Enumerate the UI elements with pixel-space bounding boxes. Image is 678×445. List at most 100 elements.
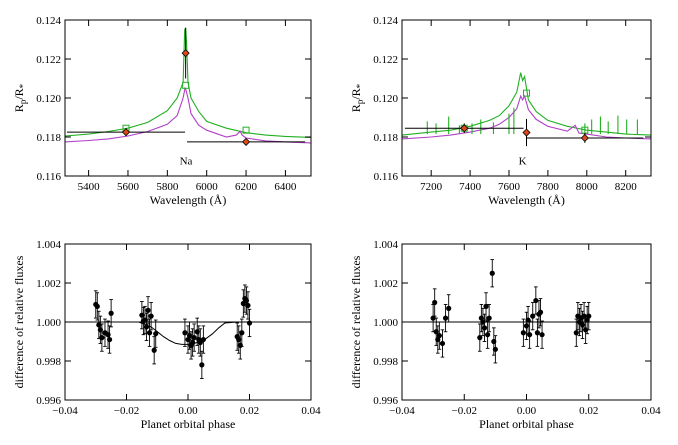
band-point xyxy=(241,137,251,146)
line-annotation: Na xyxy=(180,155,193,167)
x-tick-label: 5400 xyxy=(78,181,101,193)
y-tick-label: 0.116 xyxy=(37,171,62,183)
plot-area xyxy=(402,259,651,364)
y-tick-label: 1.004 xyxy=(373,239,398,251)
y-tick-label: 0.122 xyxy=(373,54,398,66)
y-axis-label-part: * xyxy=(355,83,365,88)
y-tick-label: 0.996 xyxy=(373,395,398,407)
data-point xyxy=(145,307,151,313)
y-tick-label: 0.116 xyxy=(374,171,399,183)
x-tick-label: 5800 xyxy=(156,181,179,193)
series-line-purple xyxy=(65,86,311,144)
y-tick-label: 0.996 xyxy=(36,395,61,407)
data-point xyxy=(143,324,150,330)
y-tick-label: 0.998 xyxy=(36,356,61,368)
x-axis-label: Wavelength (Å) xyxy=(488,193,565,207)
line-annotation: K xyxy=(519,155,527,167)
data-point xyxy=(446,305,452,311)
data-point xyxy=(484,332,491,338)
series-line-green xyxy=(402,72,651,136)
data-point xyxy=(99,335,105,341)
data-point xyxy=(492,346,498,352)
band-point xyxy=(121,128,131,137)
data-point xyxy=(182,330,188,336)
data-point xyxy=(520,330,526,336)
x-tick-label: 5600 xyxy=(117,181,140,193)
panel-na-lightcurve: −0.04 −0.02 0.00 0.02 0.04 0.996 0.998 1.000 1.0… xyxy=(12,239,321,431)
model-square xyxy=(523,89,530,97)
data-point xyxy=(106,336,113,343)
y-axis-label-part: R xyxy=(12,104,26,112)
y-tick-label: 0.120 xyxy=(373,93,398,105)
y-tick-label: 0.124 xyxy=(373,15,398,27)
x-tick-label: 0.00 xyxy=(178,405,198,417)
plot-area xyxy=(65,27,311,146)
x-tick-label: 8200 xyxy=(615,181,638,193)
data-point xyxy=(439,340,446,347)
data-point xyxy=(483,303,489,309)
x-tick-label: 0.00 xyxy=(517,405,537,417)
y-axis-label-part: * xyxy=(18,83,28,88)
data-point xyxy=(486,315,492,321)
data-point xyxy=(534,330,540,336)
y-tick-label: 0.122 xyxy=(36,54,61,66)
x-tick-label: −0.04 xyxy=(389,405,415,417)
y-axis-label-part: R xyxy=(349,104,363,112)
data-point xyxy=(146,330,153,336)
x-tick-label: 7600 xyxy=(498,181,521,193)
x-tick-label: 7800 xyxy=(537,181,560,193)
y-tick-label: 0.120 xyxy=(36,93,61,105)
y-tick-label: 0.998 xyxy=(373,356,398,368)
y-axis-label: Rp/R* xyxy=(12,83,28,112)
y-axis-label: Rp/R* xyxy=(349,83,365,112)
data-point xyxy=(527,332,533,338)
y-tick-label: 1.004 xyxy=(36,239,61,251)
data-point xyxy=(539,332,545,338)
data-point xyxy=(94,303,100,309)
band-point xyxy=(580,133,589,143)
data-point xyxy=(481,325,488,331)
data-point xyxy=(432,299,438,306)
y-axis-label: difference of relative fluxes xyxy=(12,255,26,388)
data-point xyxy=(530,313,536,319)
x-tick-label: 8000 xyxy=(576,181,599,193)
panel-na-spectrum: 5400 5600 5800 6000 6200 6400 0.116 0.118 0.120 0… xyxy=(12,15,312,207)
y-axis-label-part: /R xyxy=(349,88,363,99)
data-point xyxy=(430,315,436,321)
data-point xyxy=(436,333,442,339)
data-point xyxy=(148,313,154,319)
data-point xyxy=(108,310,114,316)
model-square xyxy=(242,126,250,134)
plot-area xyxy=(65,284,311,379)
x-tick-label: 0.04 xyxy=(641,405,661,417)
y-tick-label: 1.000 xyxy=(36,317,61,329)
x-tick-label: −0.02 xyxy=(452,405,477,417)
band-point xyxy=(181,49,190,58)
x-tick-label: 0.02 xyxy=(579,405,598,417)
plot-frame xyxy=(401,19,652,177)
data-point xyxy=(533,297,539,304)
data-point xyxy=(151,347,157,353)
x-tick-label: 6200 xyxy=(235,181,258,193)
x-tick-label: −0.02 xyxy=(114,405,139,417)
y-axis-label-part: /R xyxy=(12,88,26,99)
data-point xyxy=(245,302,251,309)
y-axis-label-part: p xyxy=(18,99,28,104)
y-axis-label-part: p xyxy=(355,99,365,104)
data-point xyxy=(199,362,205,368)
y-tick-label: 1.000 xyxy=(373,317,398,329)
data-point xyxy=(246,320,253,326)
data-point xyxy=(573,330,579,336)
plot-area xyxy=(402,72,651,147)
data-point xyxy=(442,315,449,321)
data-point xyxy=(191,335,197,341)
y-tick-label: 1.002 xyxy=(36,278,61,290)
x-axis-label: Wavelength (Å) xyxy=(150,193,227,207)
x-tick-label: 0.04 xyxy=(301,405,321,417)
y-tick-label: 1.002 xyxy=(373,278,398,290)
band-point xyxy=(522,128,531,137)
y-tick-label: 0.118 xyxy=(37,132,62,144)
data-point xyxy=(200,336,206,343)
data-point xyxy=(153,331,159,337)
